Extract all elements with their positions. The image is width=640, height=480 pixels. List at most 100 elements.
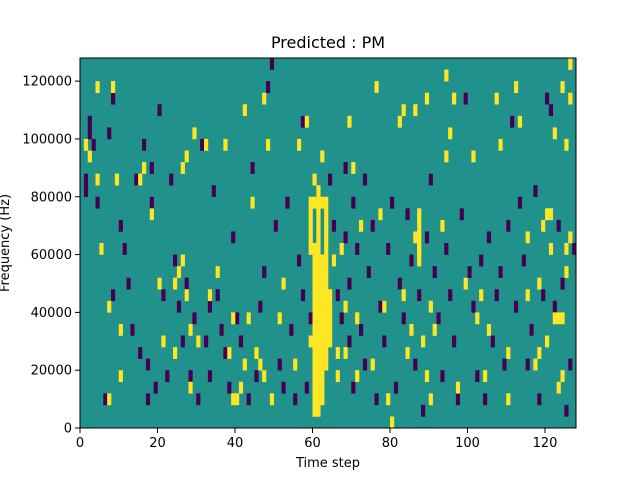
- heatmap-cell-high: [432, 323, 437, 336]
- heatmap-cell-high: [324, 312, 329, 325]
- heatmap-cell-high: [424, 370, 430, 383]
- heatmap-cell-high: [316, 289, 321, 302]
- heatmap-cell-high: [397, 115, 402, 128]
- heatmap-cell-low: [459, 208, 464, 221]
- heatmap-cell-high: [564, 243, 569, 255]
- heatmap-cell-low: [393, 381, 399, 394]
- heatmap-cell-high: [254, 347, 259, 359]
- heatmap-cell-high: [552, 127, 557, 140]
- heatmap-cell-high: [444, 69, 449, 82]
- x-tick-label: 20: [149, 436, 166, 451]
- heatmap-cell-high: [545, 335, 550, 348]
- heatmap-cell-low: [413, 358, 418, 371]
- heatmap-cell-high: [180, 162, 185, 174]
- heatmap-cell-high: [316, 300, 321, 313]
- heatmap-cell-low: [409, 254, 414, 267]
- heatmap-cell-high: [405, 347, 410, 359]
- heatmap-cell-high: [417, 231, 422, 244]
- heatmap-cell-high: [312, 300, 317, 313]
- heatmap-cell-low: [366, 266, 371, 278]
- heatmap-cell-high: [262, 370, 267, 383]
- heatmap-cell-low: [207, 370, 213, 383]
- heatmap-cell-low: [304, 381, 309, 394]
- heatmap-cell-low: [479, 254, 484, 267]
- heatmap-cell-high: [242, 104, 247, 117]
- heatmap-cell-low: [351, 196, 356, 209]
- heatmap-cell-high: [335, 370, 340, 383]
- heatmap-cell-high: [424, 92, 430, 105]
- heatmap-cell-low: [134, 173, 139, 186]
- heatmap-cell-high: [339, 243, 344, 255]
- heatmap-cell-high: [316, 335, 321, 348]
- heatmap-cell-high: [351, 162, 356, 174]
- heatmap-cell-high: [316, 358, 321, 371]
- heatmap-cell-high: [312, 277, 317, 290]
- heatmap-cell-high: [413, 104, 418, 117]
- heatmap-cell-high: [99, 243, 104, 255]
- heatmap-cell-high: [320, 347, 325, 359]
- heatmap-cell-low: [196, 393, 201, 406]
- heatmap-cell-high: [231, 312, 236, 325]
- heatmap-cell-high: [548, 208, 554, 221]
- heatmap-cell-high: [316, 323, 321, 336]
- heatmap-cell-high: [417, 243, 422, 255]
- heatmap-cell-high: [308, 243, 313, 255]
- heatmap-cell-high: [176, 266, 182, 278]
- heatmap-cell-low: [95, 196, 100, 209]
- heatmap-cell-high: [308, 208, 313, 221]
- heatmap-cell-high: [316, 277, 321, 290]
- heatmap-cell-high: [401, 289, 406, 302]
- heatmap-cell-high: [455, 381, 461, 394]
- heatmap-cell-high: [324, 243, 329, 255]
- heatmap-cell-high: [215, 266, 220, 278]
- heatmap-cells: [83, 58, 577, 429]
- heatmap-cell-high: [118, 370, 123, 383]
- heatmap-cell-high: [320, 266, 325, 278]
- heatmap-cell-high: [463, 277, 468, 290]
- heatmap-cell-low: [463, 92, 468, 105]
- heatmap-cell-low: [521, 254, 526, 267]
- heatmap-cell-low: [184, 277, 189, 290]
- heatmap-cell-low: [258, 300, 263, 313]
- heatmap-cell-high: [242, 358, 247, 371]
- heatmap-cell-low: [254, 370, 259, 383]
- heatmap-cell-high: [250, 196, 255, 209]
- heatmap-cell-low: [157, 104, 162, 117]
- heatmap-cell-low: [142, 138, 147, 151]
- heatmap-cell-high: [556, 381, 561, 394]
- heatmap-cell-high: [184, 150, 189, 163]
- heatmap-cell-high: [308, 219, 313, 232]
- heatmap-cell-low: [227, 381, 232, 394]
- heatmap-cell-low: [223, 347, 228, 359]
- heatmap-cell-low: [266, 81, 271, 93]
- heatmap-cell-low: [273, 219, 278, 232]
- heatmap-cell-high: [452, 92, 457, 105]
- heatmap-cell-low: [87, 115, 92, 128]
- heatmap-cell-high: [157, 277, 162, 290]
- heatmap-cell-high: [324, 358, 329, 371]
- x-tick-label: 60: [304, 436, 321, 451]
- heatmap-cell-high: [316, 312, 321, 325]
- heatmap-cell-high: [316, 243, 321, 255]
- heatmap-cell-low: [149, 162, 154, 174]
- heatmap-cell-low: [111, 92, 116, 105]
- heatmap-cell-high: [180, 254, 185, 267]
- heatmap-cell-low: [149, 196, 154, 209]
- heatmap-cell-high: [560, 370, 565, 383]
- heatmap-cell-high: [324, 300, 329, 313]
- heatmap-cell-low: [300, 289, 306, 302]
- heatmap-cell-high: [324, 323, 329, 336]
- heatmap-cell-low: [111, 289, 116, 302]
- heatmap-cell-low: [483, 393, 488, 406]
- x-tick-label: 100: [455, 436, 480, 451]
- heatmap-cell-high: [316, 208, 321, 221]
- heatmap-cell-high: [324, 347, 329, 359]
- heatmap-cell-low: [370, 219, 375, 232]
- heatmap-cell-high: [173, 347, 178, 359]
- heatmap-cell-low: [537, 393, 542, 406]
- x-tick-label: 80: [382, 436, 399, 451]
- heatmap-cell-low: [83, 185, 89, 198]
- heatmap-cell-high: [312, 358, 317, 371]
- heatmap-cell-high: [328, 312, 333, 325]
- heatmap-cell-low: [401, 312, 406, 325]
